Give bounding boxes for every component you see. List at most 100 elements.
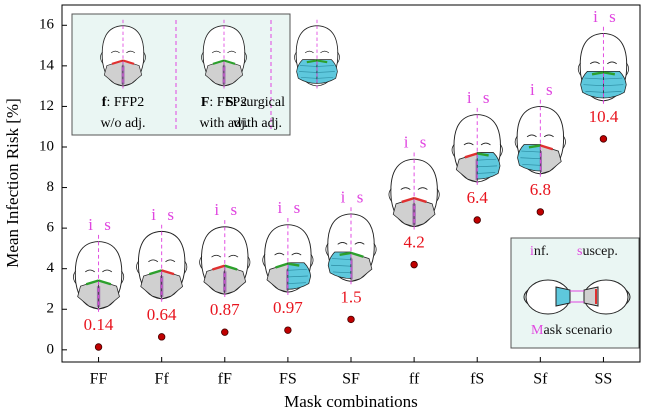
y-tick-label: 6: [47, 220, 55, 236]
nose-clip: [275, 262, 289, 269]
legend-text: with adj.: [233, 116, 282, 131]
eye: [211, 50, 221, 54]
head-label-s: s: [483, 88, 490, 107]
data-point: [599, 135, 608, 143]
half-left: [327, 242, 352, 279]
head-label-s: s: [167, 205, 174, 224]
half-left: [266, 252, 289, 293]
eye: [463, 142, 474, 146]
half-right: [161, 259, 183, 300]
ear: [294, 51, 340, 64]
legend-text: S: surgical: [226, 95, 285, 110]
half-right: [98, 269, 120, 310]
value-label: 10.4: [589, 107, 619, 126]
mask-pleat: [477, 158, 498, 174]
head-label-i: i: [214, 200, 219, 219]
head-icon: [201, 19, 247, 90]
nose-clip: [603, 71, 616, 76]
nose-clip: [85, 279, 99, 286]
eye: [110, 50, 120, 54]
ear: [388, 188, 440, 202]
half-left: [392, 187, 415, 228]
head-label-i: i: [341, 187, 346, 206]
nose-clip: [111, 59, 124, 65]
legend-label: : FFP2: [209, 95, 247, 110]
eye: [228, 254, 239, 258]
eye: [148, 259, 159, 263]
eye: [417, 187, 428, 190]
x-tick-label: fF: [218, 371, 232, 388]
legend-key: F: [201, 95, 210, 110]
head-label-i: i: [278, 198, 283, 217]
value-label: 1.5: [340, 287, 361, 306]
eye: [337, 242, 348, 245]
y-tick-label: 10: [39, 138, 54, 154]
mask-pleat: [287, 269, 308, 284]
eye: [320, 50, 330, 54]
ear: [451, 143, 503, 157]
value-label: 6.8: [530, 180, 551, 199]
nose-clip: [591, 71, 604, 76]
eye: [274, 252, 285, 256]
head-label-i: i: [151, 205, 156, 224]
data-point: [94, 343, 103, 351]
eye: [607, 61, 617, 65]
eye: [480, 142, 491, 146]
head-icon: [577, 26, 629, 105]
ear: [100, 51, 146, 64]
ear: [199, 255, 251, 269]
mask-pleat: [603, 77, 624, 93]
x-tick-label: Ff: [155, 371, 170, 388]
data-point: [473, 216, 481, 224]
half-left: [140, 259, 163, 300]
eye: [304, 50, 314, 54]
nose-clip: [161, 269, 175, 276]
x-tick-label: SS: [595, 371, 613, 388]
ear: [136, 260, 188, 274]
data-point: [536, 208, 545, 216]
nose-clip: [477, 152, 489, 157]
ear: [201, 51, 247, 64]
inset-title-text: Mask scenario: [531, 323, 613, 338]
nose-clip: [528, 144, 541, 149]
eye: [126, 50, 136, 54]
ear: [262, 253, 314, 267]
x-axis-label: Mask combinations: [284, 392, 418, 411]
nose-clip: [339, 251, 352, 256]
nose-clip: [464, 152, 478, 159]
nose-clip: [212, 59, 225, 65]
nose-clip: [539, 144, 554, 151]
value-label: 6.4: [467, 188, 489, 207]
head-label-i: i: [404, 133, 409, 152]
head-label-i: i: [88, 215, 93, 234]
eye: [589, 61, 600, 65]
mask-pleat: [583, 77, 604, 93]
legend-key: S: [226, 95, 234, 110]
head-label-s: s: [104, 215, 111, 234]
data-point: [157, 333, 166, 341]
head-icon: [388, 152, 440, 231]
inset-title: Mask scenario: [531, 324, 612, 338]
eye: [354, 242, 365, 245]
half-left: [204, 50, 225, 87]
nose-clip: [98, 279, 112, 286]
value-label: 0.97: [273, 298, 303, 317]
nose-clip: [287, 262, 300, 267]
half-left: [77, 269, 99, 310]
head-icon: [294, 19, 340, 90]
legend-text: F: FFP2: [201, 95, 247, 110]
nose-clip: [401, 197, 415, 204]
half-left: [296, 50, 318, 84]
ear: [577, 62, 629, 76]
half-right: [287, 252, 312, 290]
nose-clip: [122, 59, 135, 65]
head-label-s: s: [420, 133, 427, 152]
head-icon: [514, 99, 566, 178]
head-icon: [325, 207, 377, 286]
nose-clip: [350, 251, 364, 258]
legend-text: with adj.: [200, 116, 249, 131]
value-label: 0.14: [84, 315, 114, 334]
legend-text: w/o adj.: [100, 116, 145, 131]
nose-clip: [224, 264, 238, 271]
